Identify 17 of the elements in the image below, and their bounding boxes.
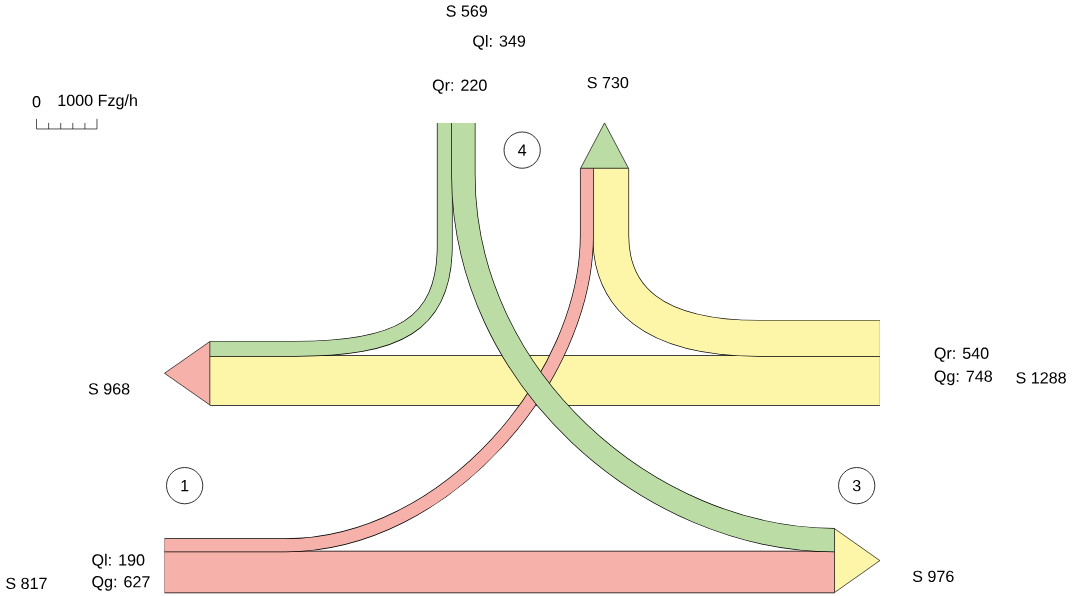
text: 1000 Fzg/h xyxy=(58,94,137,110)
text: S 968 xyxy=(88,383,130,395)
text: 0 xyxy=(32,96,41,108)
text: S 817 xyxy=(6,577,47,590)
data-label: Ql: 349 xyxy=(473,34,526,50)
text: 4 xyxy=(518,144,527,156)
text: S 976 xyxy=(912,570,954,583)
data-label: Ql: 190 xyxy=(92,553,145,569)
text: 1 xyxy=(181,480,189,492)
text: S 730 xyxy=(587,76,629,89)
text: S 1288 xyxy=(1016,372,1066,384)
text: 3 xyxy=(852,479,861,492)
data-label: Qg: 627 xyxy=(92,576,150,591)
data-label: Qg: 748 xyxy=(934,370,993,386)
data-label: Qr: 220 xyxy=(432,79,487,94)
data-label: Qr: 540 xyxy=(934,347,989,362)
text: S 569 xyxy=(446,5,488,17)
